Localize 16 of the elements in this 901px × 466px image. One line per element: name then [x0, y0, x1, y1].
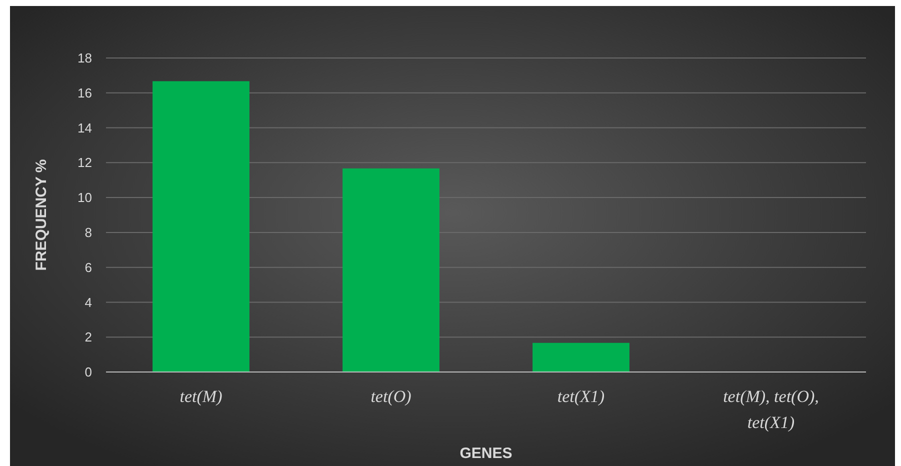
y-tick-label: 8: [84, 224, 92, 240]
y-tick-label: 14: [78, 120, 92, 136]
y-tick-label: 4: [84, 294, 92, 310]
y-tick-label: 10: [78, 190, 92, 206]
y-tick-label: 0: [84, 364, 92, 380]
x-tick-label: tet(X1): [557, 387, 605, 406]
x-axis-title: GENES: [460, 445, 512, 462]
x-tick-label: tet(M): [180, 387, 223, 406]
y-tick-label: 16: [78, 85, 92, 100]
y-tick-label: 12: [78, 155, 92, 170]
x-tick-label: tet(O): [370, 387, 412, 406]
x-tick-label: tet(M), tet(O), tet(X1): [723, 387, 819, 432]
y-tick-label: 6: [84, 260, 92, 275]
y-axis-title: FREQUENCY %: [33, 159, 50, 271]
y-tick-label: 18: [78, 50, 92, 66]
y-tick-label: 2: [84, 330, 92, 345]
